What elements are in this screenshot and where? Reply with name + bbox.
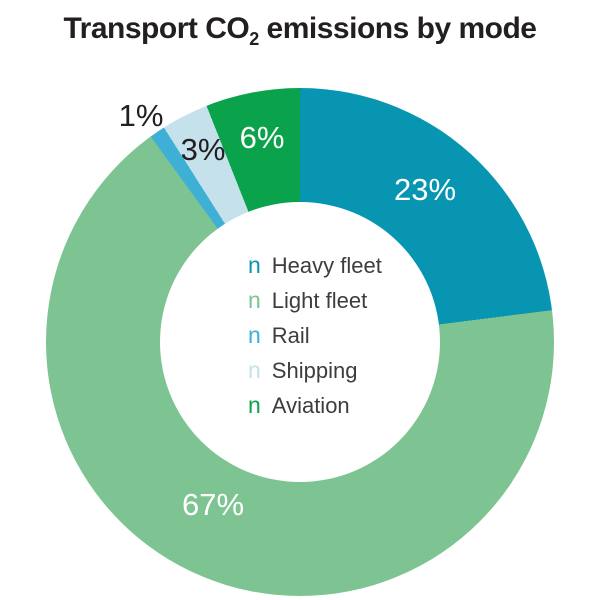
pct-label-rail: 1%	[118, 98, 164, 133]
chart-title-post: emissions by mode	[258, 12, 537, 45]
legend-marker-glyph: n	[248, 322, 261, 348]
legend-item-rail: n Rail	[248, 322, 382, 348]
chart-title-subscript: 2	[249, 29, 259, 49]
legend-label: Light fleet	[271, 288, 368, 313]
pct-label-heavy-fleet: 23%	[393, 172, 457, 207]
legend-label: Aviation	[271, 393, 350, 418]
pct-label-light-fleet: 67%	[181, 487, 245, 522]
legend-item-shipping: n Shipping	[248, 357, 382, 383]
legend-label: Heavy fleet	[271, 253, 382, 278]
legend-item-aviation: n Aviation	[248, 392, 382, 418]
legend-marker-glyph: n	[248, 357, 261, 383]
legend-marker-glyph: n	[248, 287, 261, 313]
legend-marker-glyph: n	[248, 392, 261, 418]
legend-item-heavy-fleet: n Heavy fleet	[248, 252, 382, 278]
pct-label-shipping: 3%	[180, 132, 226, 167]
legend-label: Rail	[271, 323, 310, 348]
legend-item-light-fleet: n Light fleet	[248, 287, 382, 313]
legend-label: Shipping	[271, 358, 358, 383]
legend: n Heavy fleet n Light fleet n Rail n Shi…	[248, 252, 382, 418]
pct-label-aviation: 6%	[239, 120, 285, 155]
chart-title: Transport CO2 emissions by mode	[0, 12, 600, 49]
legend-marker-glyph: n	[248, 252, 261, 278]
donut-hole	[160, 202, 440, 482]
chart-title-pre: Transport CO	[63, 12, 250, 45]
